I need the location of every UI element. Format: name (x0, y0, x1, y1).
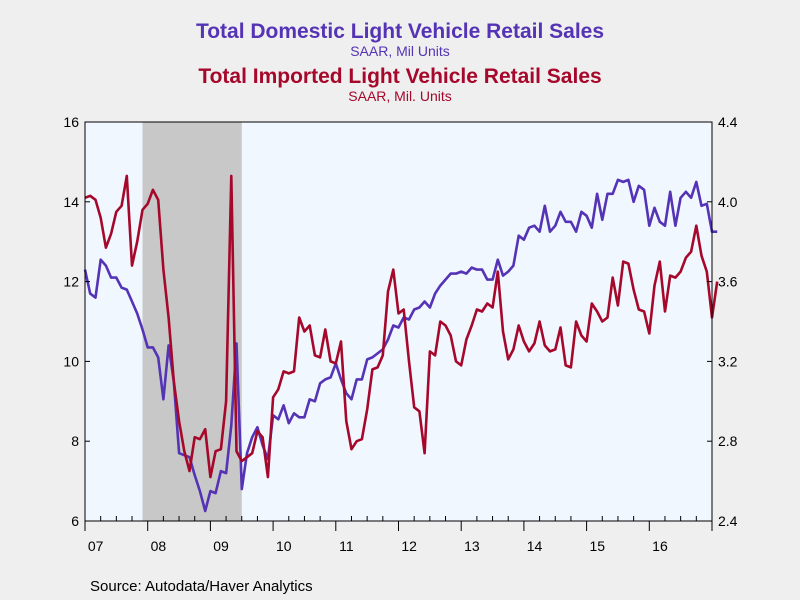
right-tick-label: 3.6 (718, 274, 738, 290)
right-tick-label: 4.0 (718, 194, 738, 210)
left-tick-label: 16 (63, 114, 79, 130)
chart-title-imported: Total Imported Light Vehicle Retail Sale… (198, 65, 602, 88)
right-tick-label: 4.4 (718, 114, 738, 130)
chart-subtitle-domestic: SAAR, Mil Units (350, 43, 450, 59)
chart-subtitle-imported: SAAR, Mil. Units (348, 88, 452, 104)
left-tick-label: 14 (63, 194, 79, 210)
left-tick-label: 10 (63, 353, 79, 369)
x-tick-label: 16 (652, 538, 668, 554)
x-tick-label: 12 (401, 538, 417, 554)
x-tick-label: 09 (213, 538, 229, 554)
x-tick-label: 10 (276, 538, 292, 554)
right-tick-label: 2.8 (718, 433, 738, 449)
left-tick-label: 6 (71, 513, 79, 529)
left-tick-label: 12 (63, 274, 79, 290)
x-tick-label: 11 (339, 538, 354, 554)
right-tick-label: 2.4 (718, 513, 738, 529)
right-tick-label: 3.2 (718, 353, 738, 369)
x-tick-label: 14 (527, 538, 543, 554)
x-tick-label: 07 (88, 538, 104, 554)
x-tick-label: 08 (151, 538, 167, 554)
left-tick-label: 8 (71, 433, 79, 449)
chart-title-domestic: Total Domestic Light Vehicle Retail Sale… (195, 20, 605, 43)
series-line-imported (84, 174, 719, 479)
source-note: Source: Autodata/Haver Analytics (90, 578, 313, 595)
x-tick-label: 15 (589, 538, 605, 554)
x-tick-label: 13 (464, 538, 480, 554)
